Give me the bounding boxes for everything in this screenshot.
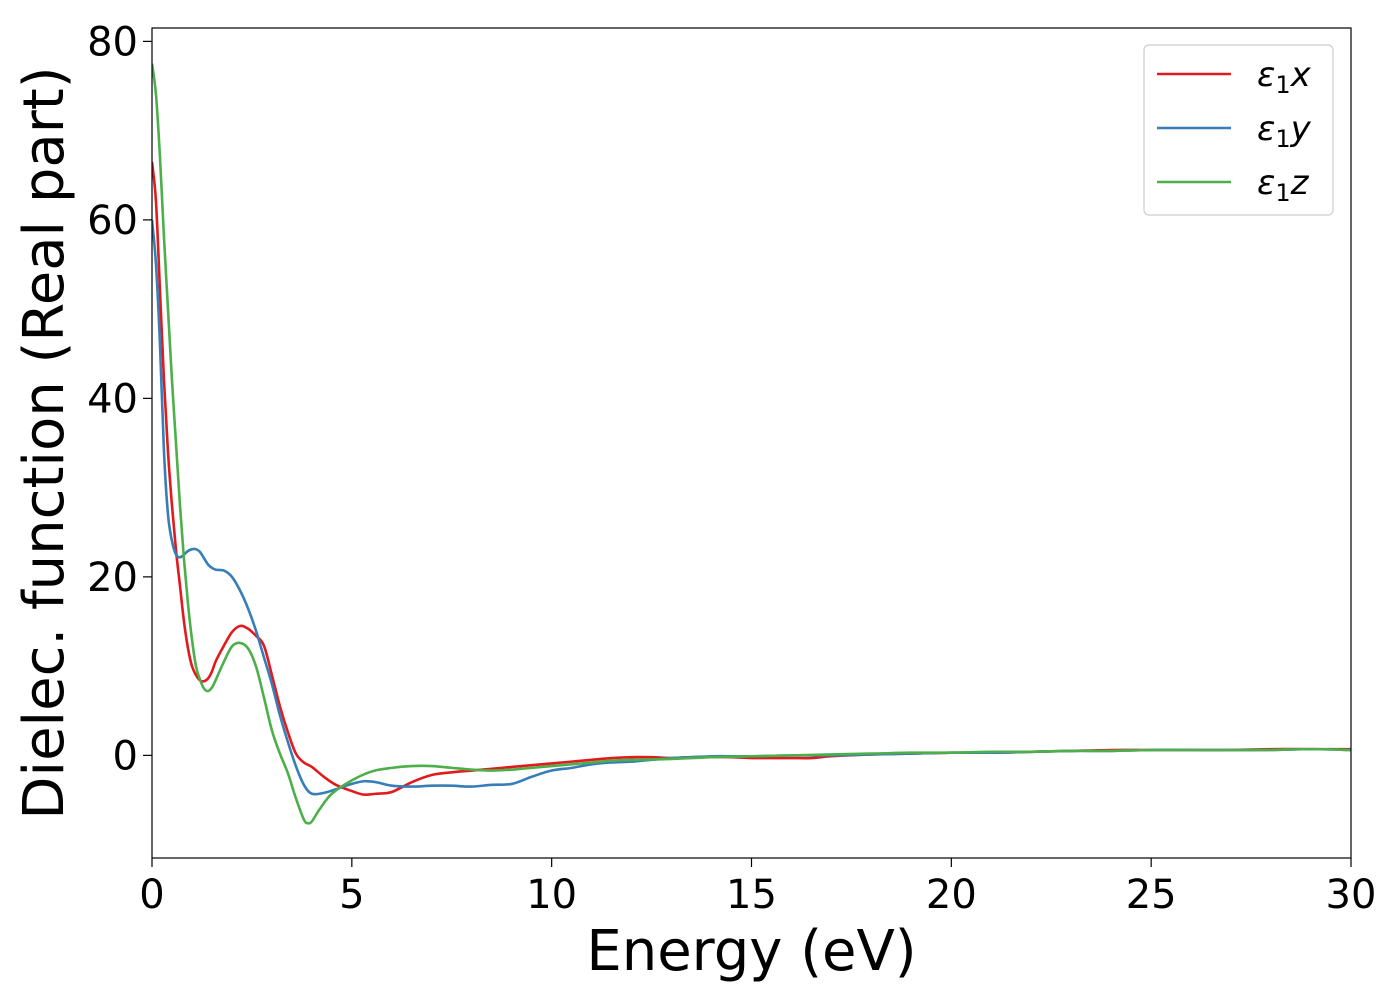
legend-label-x: ε1x	[1257, 55, 1312, 99]
y-tick-label: 20	[87, 555, 138, 601]
x-axis-label: Energy (eV)	[586, 919, 916, 984]
x-tick-label: 20	[926, 872, 977, 918]
y-axis-label: Dielec. function (Real part)	[12, 66, 77, 819]
legend: ε1x ε1y ε1z	[1143, 44, 1334, 216]
legend-box	[1143, 44, 1334, 216]
series-layer	[152, 63, 1351, 825]
y-tick-label: 40	[87, 376, 138, 422]
x-tick-label: 30	[1326, 872, 1377, 918]
x-axis: 0 5 10 15 20 25 30	[139, 858, 1376, 918]
legend-label-z: ε1z	[1257, 163, 1310, 207]
y-tick-label: 0	[113, 733, 138, 779]
y-tick-label: 80	[87, 19, 138, 65]
x-tick-label: 0	[139, 872, 164, 918]
y-tick-label: 60	[87, 198, 138, 244]
series-line-z	[152, 63, 1351, 825]
y-axis: 0 20 40 60 80	[87, 19, 152, 779]
x-tick-label: 5	[339, 872, 364, 918]
legend-label-y: ε1y	[1257, 109, 1312, 153]
x-tick-label: 25	[1126, 872, 1177, 918]
x-tick-label: 10	[526, 872, 577, 918]
x-tick-label: 15	[726, 872, 777, 918]
